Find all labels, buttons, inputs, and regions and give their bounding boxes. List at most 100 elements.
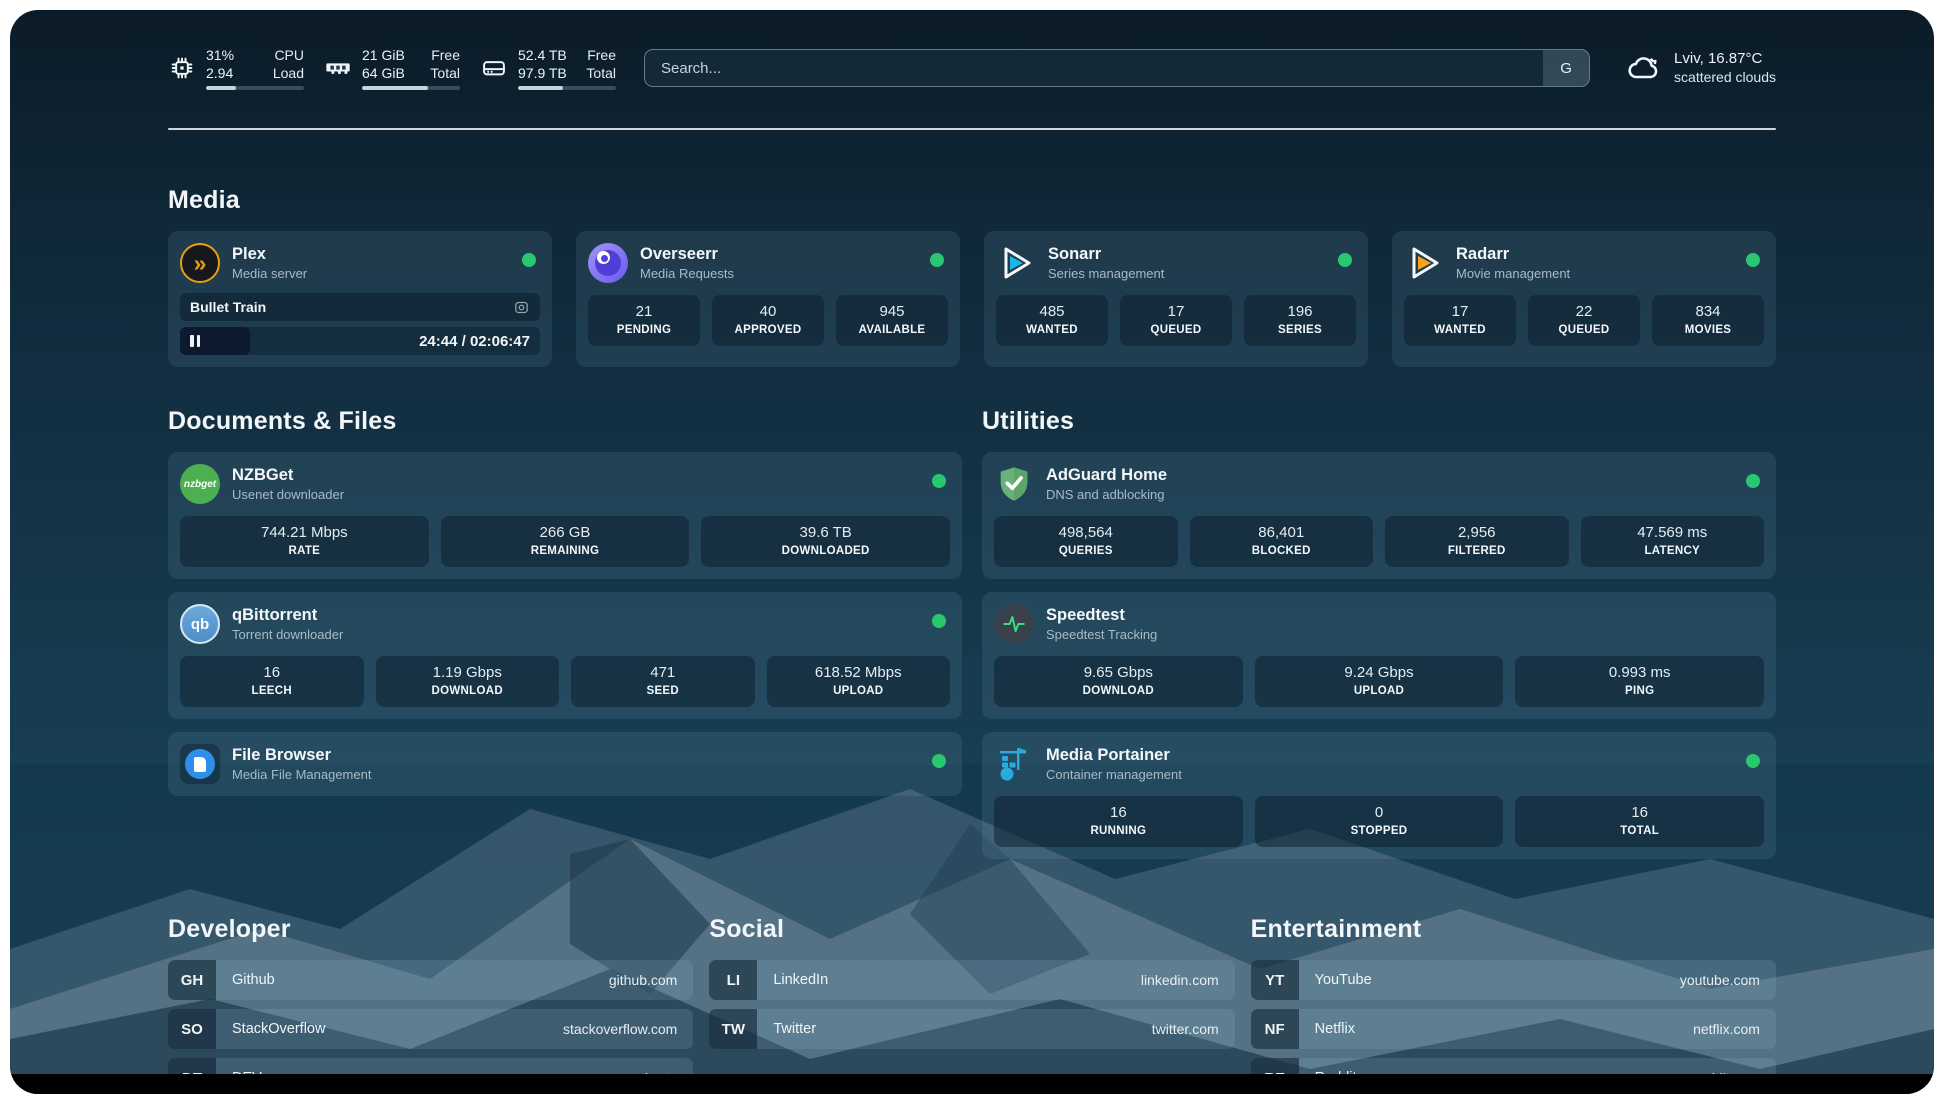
status-dot-portainer — [1746, 754, 1760, 768]
ram-label-top: Free — [431, 47, 460, 63]
card-adguard[interactable]: AdGuard Home DNS and adblocking 498,564 Q… — [982, 452, 1776, 579]
weather-widget: Lviv, 16.87°C scattered clouds — [1626, 49, 1776, 87]
speedtest-icon — [994, 604, 1034, 644]
stat-queued: 22 QUEUED — [1528, 295, 1640, 346]
disk-metric: 52.4 TB 97.9 TB Free Total — [480, 46, 616, 90]
now-playing-row: Bullet Train — [180, 293, 540, 321]
app-title-radarr: Radarr — [1456, 245, 1510, 263]
stat-wanted: 485 WANTED — [996, 295, 1108, 346]
card-portainer[interactable]: Media Portainer Container management 16 R… — [982, 732, 1776, 859]
stackoverflow-abbr-icon: SO — [168, 1009, 216, 1049]
link-linkedin[interactable]: LI LinkedIn linkedin.com — [709, 960, 1235, 1000]
app-title-adguard: AdGuard Home — [1046, 466, 1168, 484]
link-twitter[interactable]: TW Twitter twitter.com — [709, 1009, 1235, 1049]
stat-download: 9.65 Gbps DOWNLOAD — [994, 656, 1243, 707]
section-title-entertainment: Entertainment — [1250, 915, 1422, 943]
stat-series: 196 SERIES — [1244, 295, 1356, 346]
netflix-abbr-icon: NF — [1250, 1009, 1299, 1049]
filebrowser-icon — [180, 744, 220, 784]
app-desc-speedtest: Speedtest Tracking — [1046, 627, 1158, 642]
card-overseerr[interactable]: Overseerr Media Requests 21 PENDING 40 APP… — [576, 231, 960, 367]
section-title-utilities: Utilities — [982, 407, 1075, 435]
stat-ping: 0.993 ms PING — [1515, 656, 1764, 707]
disk-progress-bar — [518, 86, 616, 90]
app-desc-overseerr: Media Requests — [640, 266, 734, 281]
bottom-letterbox-bar — [10, 1074, 1934, 1094]
stat-approved: 40 APPROVED — [712, 295, 824, 346]
qbittorrent-icon: qb — [180, 604, 220, 644]
search-input[interactable] — [645, 50, 1544, 86]
stat-blocked: 86,401 BLOCKED — [1189, 516, 1373, 567]
cpu-progress-bar — [206, 86, 304, 90]
cpu-icon — [171, 57, 193, 79]
card-qbittorrent[interactable]: qb qBittorrent Torrent downloader 16 LEEC… — [168, 592, 962, 719]
status-dot-nzbget — [932, 474, 946, 488]
status-dot-qbittorrent — [932, 614, 946, 628]
search-engine-button[interactable]: G — [1543, 50, 1590, 86]
adguard-icon — [1000, 467, 1028, 501]
link-github[interactable]: GH Github github.com — [168, 960, 694, 1000]
app-desc-radarr: Movie management — [1456, 266, 1571, 281]
top-bar: 31% 2.94 CPU Load — [168, 40, 1776, 96]
stat-wanted: 17 WANTED — [1404, 295, 1516, 346]
radarr-icon — [1412, 247, 1439, 279]
dashboard-window: 31% 2.94 CPU Load — [10, 10, 1934, 1094]
pause-icon — [190, 335, 200, 347]
app-desc-nzbget: Usenet downloader — [232, 487, 345, 502]
weather-location-temp: Lviv, 16.87°C — [1674, 50, 1763, 67]
link-stackoverflow[interactable]: SO StackOverflow stackoverflow.com — [168, 1009, 694, 1049]
link-netflix[interactable]: NF Netflix netflix.com — [1250, 1009, 1776, 1049]
link-youtube[interactable]: YT YouTube youtube.com — [1250, 960, 1776, 1000]
playback-time: 24:44 / 02:06:47 — [419, 332, 530, 350]
stat-latency: 47.569 ms LATENCY — [1580, 516, 1764, 567]
section-title-documents: Documents & Files — [168, 407, 397, 435]
playback-progress-fill — [180, 327, 251, 355]
status-dot-radarr — [1746, 253, 1760, 267]
card-filebrowser[interactable]: File Browser Media File Management — [168, 732, 962, 796]
overseerr-icon — [588, 243, 628, 283]
app-desc-filebrowser: Media File Management — [232, 767, 372, 782]
section-title-media: Media — [168, 186, 240, 214]
status-dot-filebrowser — [932, 754, 946, 768]
card-sonarr[interactable]: Sonarr Series management 485 WANTED 17 QUE… — [984, 231, 1368, 367]
section-utilities: Utilities — [982, 407, 1776, 859]
app-title-sonarr: Sonarr — [1048, 245, 1102, 263]
app-desc-sonarr: Series management — [1048, 266, 1165, 281]
app-title-overseerr: Overseerr — [640, 245, 718, 263]
card-nzbget[interactable]: nzbget NZBGet Usenet downloader 744.21 M… — [168, 452, 962, 579]
card-radarr[interactable]: Radarr Movie management 17 WANTED 22 QUEUE… — [1392, 231, 1776, 367]
status-dot-plex — [522, 253, 536, 267]
section-social: Social LI LinkedIn linkedin.com TW Twitt… — [709, 915, 1235, 1049]
status-dot-sonarr — [1338, 253, 1352, 267]
ram-metric: 21 GiB 64 GiB Free Total — [324, 46, 460, 90]
now-playing-title: Bullet Train — [190, 299, 267, 315]
ram-progress-bar — [362, 86, 460, 90]
card-plex[interactable]: » Plex Media server Bullet Train — [168, 231, 552, 367]
app-desc-portainer: Container management — [1046, 767, 1182, 782]
status-dot-adguard — [1746, 474, 1760, 488]
status-dot-overseerr — [930, 253, 944, 267]
disk-icon — [483, 61, 505, 76]
stat-download: 1.19 Gbps DOWNLOAD — [375, 656, 559, 707]
card-speedtest[interactable]: Speedtest Speedtest Tracking 9.65 Gbps DO… — [982, 592, 1776, 719]
ram-free: 21 GiB — [362, 47, 405, 63]
stat-downloaded: 39.6 TB DOWNLOADED — [701, 516, 950, 567]
stat-queries: 498,564 QUERIES — [994, 516, 1178, 567]
disk-label-bottom: Total — [586, 65, 616, 81]
cpu-label-bottom: Load — [272, 65, 304, 81]
app-title-portainer: Media Portainer — [1046, 746, 1170, 764]
search-bar: G — [644, 49, 1591, 87]
weather-condition: scattered clouds — [1674, 69, 1776, 85]
disk-total: 97.9 TB — [518, 65, 567, 81]
github-abbr-icon: GH — [168, 960, 216, 1000]
stat-available: 945 AVAILABLE — [836, 295, 948, 346]
linkedin-abbr-icon: LI — [709, 960, 758, 1000]
stat-pending: 21 PENDING — [588, 295, 700, 346]
cloud-icon — [1628, 57, 1658, 79]
stat-total: 16 TOTAL — [1515, 796, 1764, 847]
stat-leech: 16 LEECH — [180, 656, 364, 707]
sonarr-icon — [1004, 247, 1031, 279]
app-desc-qbittorrent: Torrent downloader — [232, 627, 344, 642]
ram-icon — [326, 63, 350, 74]
cpu-label-top: CPU — [274, 47, 304, 63]
